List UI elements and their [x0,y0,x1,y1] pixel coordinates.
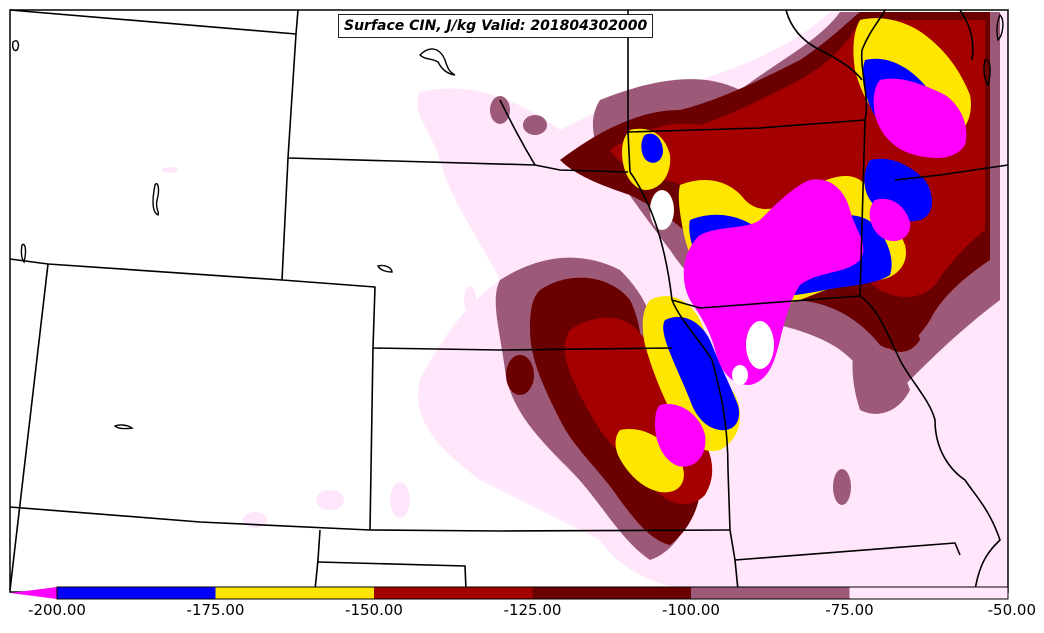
colorbar-extend-below [10,587,57,599]
cin-field-white-patches [650,190,774,385]
colorbar-tick-label: -175.00 [186,601,245,619]
colorbar-frame [56,586,1009,600]
colorbar-tick-label: -75.00 [825,601,874,619]
colorbar-bin [374,587,533,599]
colorbar-bin [691,587,850,599]
colorbar-tick-label: -100.00 [662,601,720,619]
colorbar-bins [57,587,1008,599]
map-title: Surface CIN, J/kg Valid: 201804302000 [338,14,654,38]
colorbar-tick-label: -200.00 [28,601,86,619]
colorbar [10,586,1009,600]
colorbar-bin [532,587,691,599]
colorbar-tick-label: -125.00 [503,601,562,619]
lakes-outlines [12,13,1004,430]
colorbar-tick-label: -150.00 [345,601,403,619]
political-boundaries [9,9,1009,591]
cin-field [162,12,1008,590]
cin-band-magenta [655,78,967,467]
colorbar-bin [215,587,374,599]
colorbar-bin [849,587,1008,599]
colorbar-bin [57,587,216,599]
colorbar-tick-label: -50.00 [987,601,1036,619]
